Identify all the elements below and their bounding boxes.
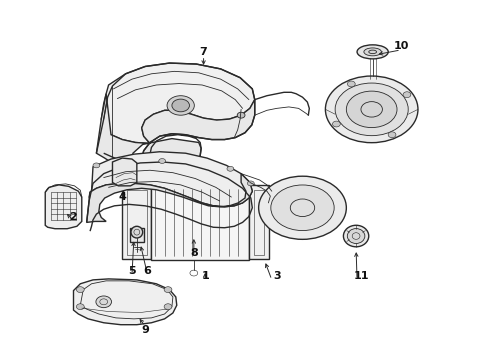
Text: 8: 8 (190, 248, 198, 258)
Ellipse shape (167, 96, 195, 115)
Polygon shape (45, 185, 82, 229)
Ellipse shape (346, 91, 397, 127)
Ellipse shape (259, 176, 346, 239)
Text: 7: 7 (200, 47, 207, 57)
Ellipse shape (159, 158, 166, 163)
Ellipse shape (388, 132, 396, 138)
Ellipse shape (164, 304, 172, 310)
Ellipse shape (357, 45, 388, 59)
Ellipse shape (271, 185, 334, 230)
Ellipse shape (247, 181, 254, 186)
Ellipse shape (347, 81, 355, 87)
Ellipse shape (131, 226, 143, 238)
Ellipse shape (172, 99, 190, 112)
Text: 1: 1 (202, 271, 210, 281)
Text: 11: 11 (354, 271, 369, 281)
Ellipse shape (93, 163, 100, 168)
Text: 5: 5 (128, 266, 136, 276)
Ellipse shape (347, 229, 365, 243)
Ellipse shape (364, 48, 381, 56)
Text: 10: 10 (393, 41, 409, 51)
Polygon shape (113, 158, 137, 186)
Polygon shape (74, 279, 177, 325)
Ellipse shape (76, 304, 84, 310)
Text: 4: 4 (118, 192, 126, 202)
Polygon shape (101, 63, 255, 143)
Text: 9: 9 (141, 325, 149, 334)
Ellipse shape (164, 287, 172, 293)
Ellipse shape (76, 287, 84, 293)
Ellipse shape (96, 296, 112, 308)
Ellipse shape (403, 92, 411, 98)
Text: 6: 6 (144, 266, 151, 276)
Polygon shape (87, 174, 252, 222)
Polygon shape (89, 152, 252, 207)
Polygon shape (122, 185, 151, 260)
Ellipse shape (325, 76, 418, 143)
Polygon shape (97, 94, 255, 177)
Ellipse shape (227, 166, 234, 171)
Polygon shape (130, 228, 144, 242)
Text: 2: 2 (70, 212, 77, 221)
Ellipse shape (343, 225, 369, 247)
Ellipse shape (333, 121, 340, 127)
Polygon shape (249, 185, 270, 260)
Polygon shape (151, 185, 249, 260)
Ellipse shape (237, 112, 245, 118)
Ellipse shape (335, 83, 408, 136)
Text: 3: 3 (273, 271, 280, 281)
